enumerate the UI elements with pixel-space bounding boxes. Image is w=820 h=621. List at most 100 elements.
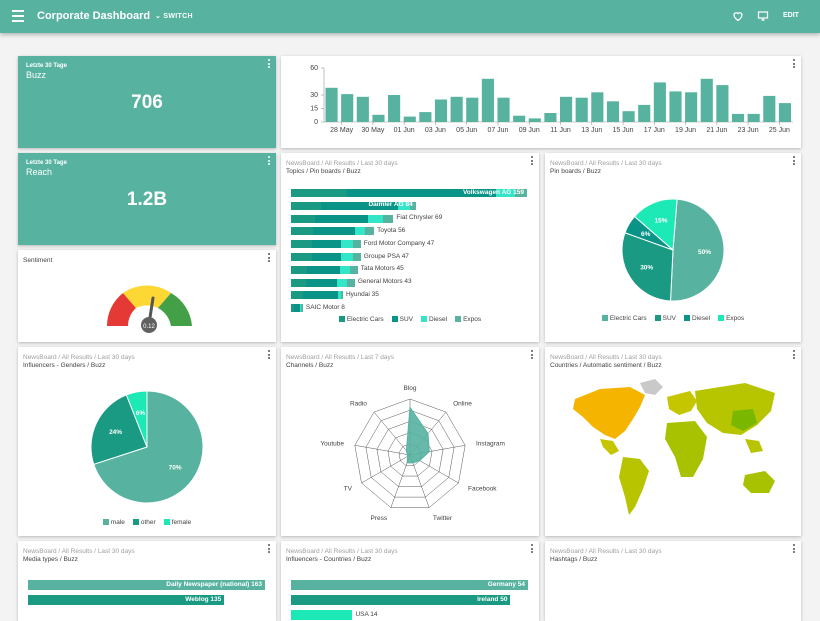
more-vert-icon[interactable] [531,156,534,167]
timeline-bar [622,111,635,122]
topic-bar-segment [291,227,314,236]
legend-item[interactable]: Diesel [684,315,710,322]
more-vert-icon[interactable] [793,544,796,555]
topic-bar-segment [291,278,306,287]
x-tick-label: 13 Jun [581,127,602,134]
topic-bar-segment [347,278,355,287]
more-vert-icon[interactable] [268,350,271,361]
gauge-positive-segment [158,293,192,326]
topic-bar-label: Groupe PSA 47 [363,252,409,260]
legend-item[interactable]: female [163,519,191,526]
influencer-countries-card: NewsBoard / All Results / Last 30 days I… [281,541,539,621]
topic-bar-label: Fiat Chrysler 69 [396,214,443,222]
legend-item[interactable]: Diesel [421,316,447,323]
genders-card: NewsBoard / All Results / Last 30 days I… [18,347,276,536]
monitor-icon[interactable] [757,10,769,22]
topic-bar-label: Daimler AG 84 [368,201,413,209]
topic-bar-segment [350,265,358,274]
legend-item[interactable]: Expos [718,315,744,322]
legend-item[interactable]: Expos [455,316,481,323]
card-title: Influencers - Countries / Buzz [286,556,372,563]
y-tick-label: 60 [310,65,318,72]
legend-item[interactable]: SUV [391,316,413,323]
card-title: Media types / Buzz [23,556,78,563]
more-vert-icon[interactable] [793,156,796,167]
list-bar [291,595,511,605]
breadcrumb: NewsBoard / All Results / Last 30 days [23,548,135,555]
topic-bar-segment [383,214,394,223]
card-title: Topics / Pin boards / Buzz [286,168,361,175]
breadcrumb: NewsBoard / All Results / Last 30 days [286,160,398,167]
timeline-bar [731,113,745,122]
timeline-bar [513,115,526,122]
countries-card: NewsBoard / All Results / Last 30 days C… [545,347,801,536]
radar-axis [373,411,411,456]
pinboards-legend: Electric Cars SUV Diesel Expos [545,315,801,322]
radar-axis [409,454,430,508]
map-europe [667,391,697,415]
timeline-bar [685,92,698,122]
heart-icon[interactable] [732,10,744,22]
legend-item[interactable]: male [102,519,125,526]
legend-item[interactable]: SUV [654,315,676,322]
x-tick-label: 05 Jun [456,127,477,134]
x-tick-label: 21 Jun [706,127,727,134]
radar-axis-label: Instagram [476,440,505,447]
list-bar [291,610,353,620]
more-vert-icon[interactable] [793,350,796,361]
genders-legend: male other female [18,519,276,526]
x-tick-label: 28 May [330,127,353,134]
topic-bar-segment [341,253,354,261]
menu-icon[interactable] [12,10,24,22]
topic-bar-segment [338,291,342,300]
more-vert-icon[interactable] [531,544,534,555]
pie-slice-label: 15% [655,218,668,225]
pie-slice-label: 24% [109,429,122,436]
more-vert-icon[interactable] [793,59,796,70]
kpi-reach-card: Letzte 30 Tage Reach 1.2B [18,153,276,245]
map-southeast-asia [745,439,763,453]
legend-item[interactable]: other [132,519,156,526]
card-title: Hashtags / Buzz [550,556,598,563]
radar-axis-label: Radio [350,401,367,408]
topic-bar-segment [341,240,354,249]
legend-item[interactable]: Electric Cars [601,315,647,322]
breadcrumb: NewsBoard / All Results / Last 30 days [550,548,662,555]
x-tick-label: 09 Jun [519,127,540,134]
radar-grid [354,398,466,508]
x-tick-label: 19 Jun [675,127,696,134]
topic-bar-segment [302,291,339,300]
more-vert-icon[interactable] [531,350,534,361]
gauge-neutral-segment [123,285,171,308]
topics-card: NewsBoard / All Results / Last 30 days T… [281,153,539,342]
topic-bar-segment [291,291,303,300]
list-bar [291,580,528,590]
more-vert-icon[interactable] [268,59,271,70]
edit-button[interactable]: EDIT [783,12,799,19]
legend-item[interactable]: Electric Cars [338,316,384,323]
topic-bar-segment [320,201,398,210]
topic-bar-label: Volkswagen AG 159 [462,188,524,196]
topic-bar-segment [311,240,342,249]
more-vert-icon[interactable] [268,544,271,555]
timeline-bar [606,101,620,122]
list-bar-label: Ireland 50 [477,596,508,603]
kpi-label: Buzz [26,70,47,80]
breadcrumb: NewsBoard / All Results / Last 30 days [23,354,135,361]
radar-axis-label: TV [344,486,353,493]
pie-slice-label: 70% [169,464,182,471]
timeline-bar [544,113,557,122]
radar-axis-label: Online [453,401,472,408]
gauge-hub [141,317,157,333]
map-north-america [573,387,645,439]
more-vert-icon[interactable] [268,253,271,264]
more-vert-icon[interactable] [268,156,271,167]
card-title: Pin boards / Buzz [550,168,601,175]
timeline-bar [669,91,682,122]
kpi-buzz-card: Letzte 30 Tage Buzz 706 [18,56,276,148]
radar-axis-label: Blog [403,385,416,392]
switch-button[interactable]: ⌄ SWITCH [155,13,193,20]
radar-series [405,405,430,464]
topic-bar-segment [291,214,315,223]
topic-bar-segment [291,189,348,197]
